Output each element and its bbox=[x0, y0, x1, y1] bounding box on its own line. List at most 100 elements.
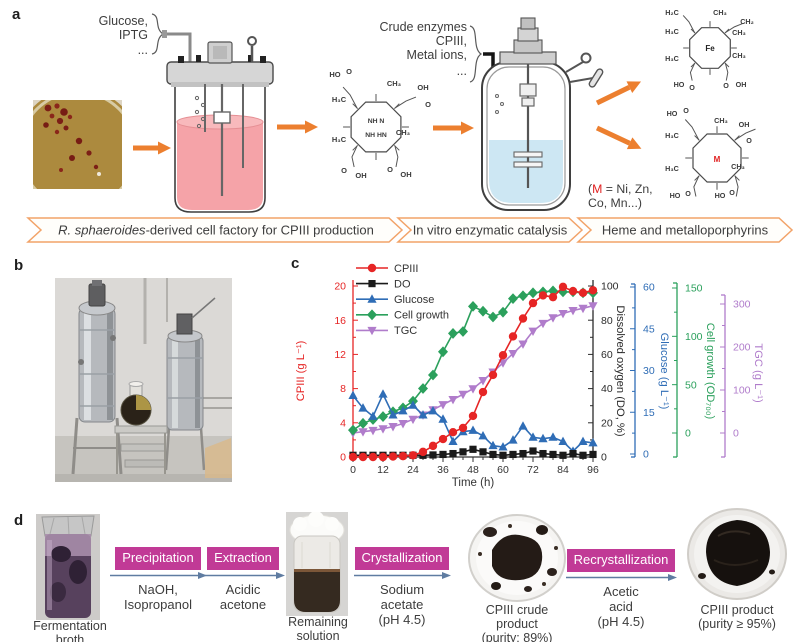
petri-dish-photo bbox=[33, 100, 122, 189]
panel-d-label: d bbox=[14, 512, 24, 529]
enzyme-line-4: ... bbox=[457, 64, 467, 78]
x-tick-label: 0 bbox=[350, 464, 356, 476]
substituent-label: CH₃ bbox=[714, 116, 728, 125]
structure-heme: H₂C CH₃ CH₂ H₃C H₃C CH₃ CH₃ HO O O OH Fe bbox=[665, 8, 754, 92]
center-label: M bbox=[714, 155, 721, 164]
y-tick-label: 150 bbox=[685, 283, 703, 295]
bioreactor-1 bbox=[166, 36, 274, 213]
center-label: NH N bbox=[368, 118, 385, 125]
y-tick-label: 16 bbox=[334, 315, 346, 327]
bioreactor-2 bbox=[481, 17, 604, 211]
substituent-label: H₃C bbox=[332, 135, 347, 144]
substituent-label: H₃C bbox=[665, 54, 679, 63]
y-axis-od700: 0 50 100 150 Cell growth (OD₇₀₀) bbox=[672, 282, 716, 458]
y-tick-label: 15 bbox=[643, 407, 655, 419]
substituent-label: O bbox=[729, 188, 735, 197]
panel-a-process-scheme: Glucose, IPTG ... bbox=[26, 8, 794, 243]
x-axis: 0 12 24 36 48 60 72 84 96 Time (h) bbox=[350, 456, 599, 489]
enzyme-line-3: Metal ions, bbox=[407, 48, 467, 62]
photo-remaining-solution bbox=[286, 512, 348, 616]
chart-legend: CPIII DO Glucose Cell growth TGC bbox=[356, 263, 449, 337]
flow-arrow-1 bbox=[133, 141, 171, 155]
left-fermenter bbox=[71, 280, 123, 475]
substituent-label: O bbox=[685, 189, 691, 198]
y-tick-label: 50 bbox=[685, 379, 697, 391]
stage-banners: R. sphaeroides-derived cell factory for … bbox=[26, 217, 794, 243]
substituent-label: HO bbox=[670, 191, 681, 200]
flow-arrow-metalloporphyrin bbox=[595, 125, 642, 150]
substituent-label: OH bbox=[355, 171, 366, 180]
bubbles bbox=[194, 95, 206, 129]
legend-label: CPIII bbox=[394, 263, 418, 275]
photo-cpiii-product bbox=[687, 508, 787, 600]
step-recrystallization: Recrystallization Acetic acid (pH 4.5) bbox=[564, 549, 678, 629]
substituent-label: HO bbox=[715, 191, 726, 200]
metal-note: (M = Ni, Zn, Co, Mn...) bbox=[588, 182, 653, 210]
step-box: Recrystallization bbox=[566, 549, 676, 572]
substituent-label: O bbox=[746, 136, 752, 145]
substituent-label: O bbox=[387, 165, 393, 174]
y-tick-label: 80 bbox=[601, 315, 613, 327]
step-box: Extraction bbox=[207, 547, 279, 570]
substituent-label: H₃C bbox=[332, 95, 347, 104]
y-tick-label: 200 bbox=[733, 342, 751, 354]
y-axis-title-od700: Cell growth (OD₇₀₀) bbox=[704, 323, 716, 420]
substituent-label: CH₃ bbox=[731, 162, 745, 171]
pipe-fitting bbox=[162, 30, 167, 38]
legend-label: TGC bbox=[394, 325, 417, 337]
y-tick-label: 100 bbox=[685, 331, 703, 343]
brace bbox=[469, 25, 483, 83]
panel-c-label: c bbox=[291, 255, 300, 272]
y-tick-label: 20 bbox=[601, 417, 613, 429]
substituent-label: H₃C bbox=[665, 164, 679, 173]
substituent-label: HO bbox=[674, 80, 685, 89]
x-tick-label: 36 bbox=[437, 464, 449, 476]
substituent-label: O bbox=[425, 100, 431, 109]
y-tick-label: 0 bbox=[601, 452, 607, 464]
step-detail: Acidic acetone bbox=[219, 582, 267, 612]
step-detail: NaOH, Isopropanol bbox=[124, 582, 192, 612]
y-axis-tgc: 0 100 200 300 TGC (g L⁻¹) bbox=[720, 294, 764, 458]
step-detail: Sodium acetate (pH 4.5) bbox=[378, 582, 426, 627]
step-arrow-icon bbox=[566, 574, 677, 581]
substituent-label: H₃C bbox=[665, 131, 679, 140]
step-crystallization: Crystallization Sodium acetate (pH 4.5) bbox=[352, 547, 452, 627]
y-axis-title-tgc: TGC (g L⁻¹) bbox=[752, 343, 764, 403]
step-arrow-icon bbox=[110, 572, 207, 579]
step-box: Precipitation bbox=[115, 547, 201, 570]
substituent-label: O bbox=[346, 67, 352, 76]
substituent-label: CH₃ bbox=[387, 79, 402, 88]
y-axis-title-do: Dissolved oxygen (DO, %) bbox=[614, 305, 626, 436]
y-tick-label: 60 bbox=[601, 349, 613, 361]
brace bbox=[151, 13, 165, 55]
caption-cpiii-product: CPIII product (purity ≥ 95%) bbox=[698, 603, 776, 631]
x-tick-label: 24 bbox=[407, 464, 419, 476]
step-box: Crystallization bbox=[354, 547, 450, 570]
substituent-label: OH bbox=[400, 170, 411, 179]
y-tick-label: 30 bbox=[643, 365, 655, 377]
banner-1-shape bbox=[26, 217, 404, 243]
structure-cpiii: HO O CH₃ OH O H₃C H₃C CH₃ O OH O OH NH N NH HN bbox=[329, 67, 431, 180]
banner-1-text: R. sphaeroides-derived cell factory for … bbox=[58, 223, 374, 238]
right-fermenter bbox=[164, 297, 216, 471]
y-tick-label: 12 bbox=[334, 349, 346, 361]
banner-2-text: In vitro enzymatic catalysis bbox=[413, 223, 568, 238]
caption-fermentation-broth: Fermentation broth bbox=[33, 619, 107, 642]
panel-b-label: b bbox=[14, 257, 24, 274]
center-label: NH HN bbox=[365, 132, 387, 139]
y-axis-title-glucose: Glucose (g L⁻¹) bbox=[658, 333, 670, 410]
svg-text:Co, Mn...): Co, Mn...) bbox=[588, 196, 642, 210]
enzyme-line-2: CPIII, bbox=[436, 34, 467, 48]
y-tick-label: 300 bbox=[733, 299, 751, 311]
feed-label: Glucose, IPTG ... bbox=[99, 13, 192, 62]
substituent-label: HO bbox=[329, 70, 340, 79]
substituent-label: O bbox=[723, 81, 729, 90]
legend-label: Cell growth bbox=[394, 310, 449, 322]
legend-label: Glucose bbox=[394, 294, 434, 306]
photo-fermentation-broth bbox=[36, 514, 100, 620]
y-axis-title-cpiii: CPIII (g L⁻¹) bbox=[295, 340, 307, 401]
